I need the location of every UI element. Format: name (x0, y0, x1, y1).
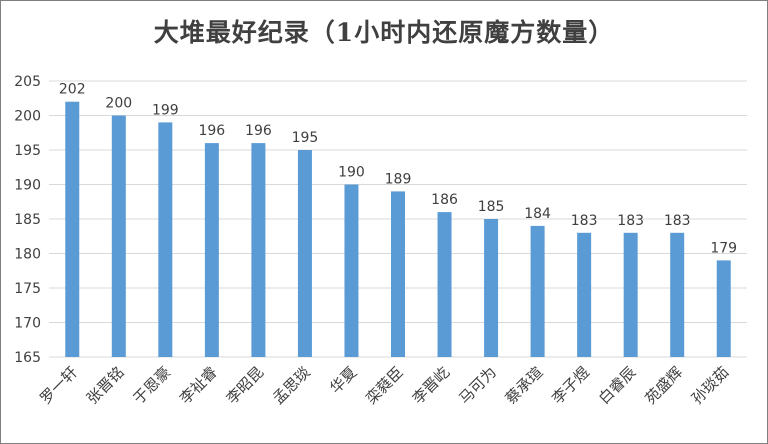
data-label: 196 (198, 123, 225, 139)
x-tick-label: 孙琰茹 (688, 363, 733, 408)
y-tick-label: 180 (14, 247, 41, 263)
bar-4 (204, 143, 219, 357)
y-tick-label: 205 (14, 74, 41, 90)
y-tick-label: 190 (14, 178, 41, 194)
y-tick-label: 165 (14, 350, 41, 366)
bar-11 (530, 225, 545, 357)
x-tick-label: 白睿辰 (595, 363, 640, 408)
data-label: 185 (478, 199, 505, 215)
data-label: 200 (105, 96, 132, 112)
x-tick-label: 李晋屹 (409, 363, 454, 408)
data-label: 186 (431, 192, 458, 208)
bar-12 (577, 232, 592, 357)
y-tick-label: 195 (14, 143, 41, 159)
y-tick-label: 185 (14, 212, 41, 228)
bar-10 (484, 219, 499, 357)
x-axis-ticks: 罗一轩 张晋铭 于恩豪 李祉睿 李昭昆 孟思琰 华夏 栾蕤臣 李晋屹 马可为 蔡承瑄 李子煜 白睿辰 苑盛… (37, 363, 733, 408)
data-label: 195 (292, 130, 319, 146)
bars (65, 101, 731, 358)
x-tick-label: 李子煜 (548, 363, 593, 408)
data-label: 183 (571, 213, 598, 229)
data-label: 190 (338, 165, 365, 181)
data-label: 179 (710, 240, 737, 256)
data-label: 183 (617, 213, 644, 229)
data-label: 199 (152, 102, 179, 118)
x-tick-label: 蔡承瑄 (502, 363, 547, 408)
y-axis-ticks: 165 170 175 180 185 190 195 200 205 (14, 74, 41, 366)
x-tick-label: 李祉睿 (176, 363, 221, 408)
bar-15 (716, 260, 731, 357)
bar-2 (111, 115, 126, 357)
x-tick-label: 孟思琰 (269, 363, 314, 408)
bar-9 (437, 212, 452, 357)
bar-7 (344, 184, 359, 357)
x-tick-label: 马可为 (455, 363, 500, 408)
x-tick-label: 罗一轩 (37, 363, 82, 408)
data-label: 196 (245, 123, 272, 139)
x-tick-label: 苑盛辉 (641, 363, 686, 408)
y-tick-label: 200 (14, 109, 41, 125)
bar-3 (158, 122, 173, 358)
chart-title: 大堆最好纪录（1小时内还原魔方数量） (153, 18, 615, 47)
bar-13 (623, 232, 638, 357)
y-tick-label: 175 (14, 281, 41, 297)
x-tick-label: 栾蕤臣 (362, 363, 407, 408)
x-tick-label: 于恩豪 (130, 363, 175, 408)
x-tick-label: 华夏 (326, 363, 360, 397)
bar-5 (251, 143, 266, 357)
data-labels: 202 200 199 196 196 195 190 189 186 185 184 183 183 1… (59, 82, 737, 257)
data-label: 189 (385, 171, 412, 187)
bar-6 (297, 150, 312, 357)
y-tick-label: 170 (14, 316, 41, 332)
bar-14 (670, 232, 685, 357)
bar-1 (65, 101, 80, 357)
data-label: 183 (664, 213, 691, 229)
x-tick-label: 张晋铭 (83, 363, 128, 408)
x-tick-label: 李昭昆 (223, 363, 268, 408)
bar-8 (391, 191, 405, 357)
data-label: 202 (59, 82, 86, 98)
data-label: 184 (524, 206, 551, 222)
